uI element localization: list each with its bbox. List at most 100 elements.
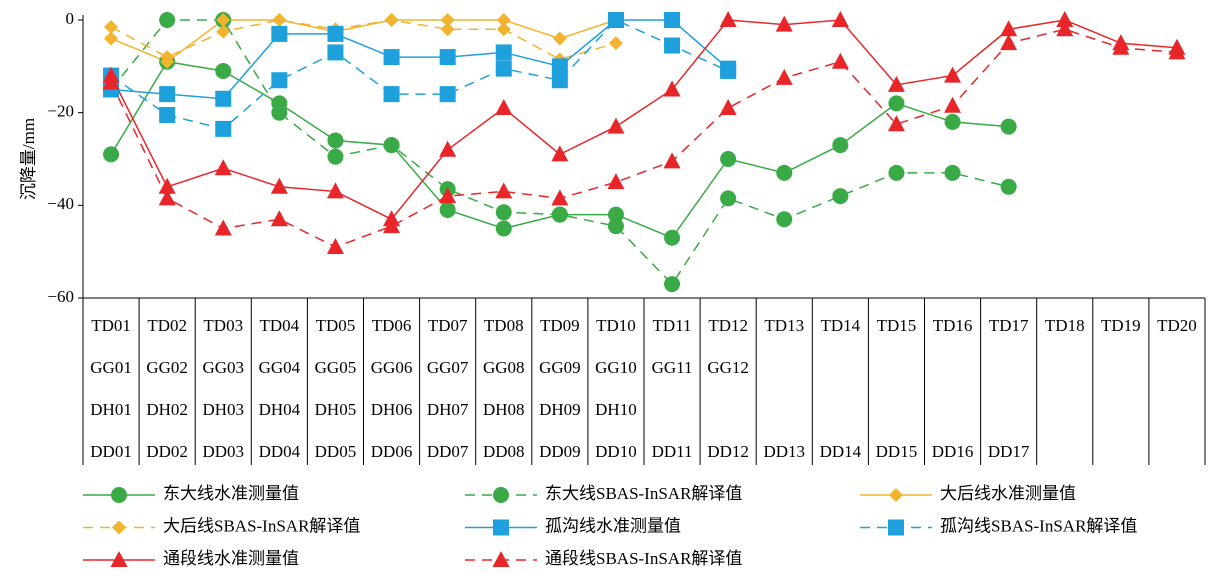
marker	[270, 177, 288, 194]
marker	[775, 15, 793, 32]
legend-label: 通段线水准测量值	[163, 549, 299, 568]
marker	[495, 220, 512, 237]
y-tick-label: −60	[47, 287, 74, 306]
marker	[664, 12, 681, 28]
x-tick-label: TD06	[372, 316, 412, 335]
marker	[719, 99, 737, 116]
marker	[1056, 11, 1074, 27]
marker	[888, 164, 905, 181]
marker	[271, 25, 288, 42]
marker	[551, 206, 568, 223]
marker	[383, 49, 400, 66]
marker	[159, 12, 176, 28]
x-tick-label: DD07	[427, 442, 469, 461]
marker	[1056, 20, 1074, 37]
x-tick-label: GG12	[707, 358, 749, 377]
marker	[889, 488, 903, 502]
x-tick-label: DD08	[483, 442, 525, 461]
x-tick-label: TD04	[260, 316, 300, 335]
marker	[383, 137, 400, 154]
x-tick-label: GG07	[427, 358, 469, 377]
marker	[888, 519, 904, 536]
marker	[551, 58, 568, 75]
marker	[887, 115, 905, 132]
x-tick-label: DD17	[988, 442, 1030, 461]
x-tick-label: DH02	[146, 400, 188, 419]
marker	[492, 551, 510, 567]
marker	[439, 140, 457, 157]
marker	[327, 44, 344, 61]
marker	[493, 487, 509, 503]
series-line	[110, 28, 1178, 248]
x-tick-label: DD16	[932, 442, 974, 461]
legend-label: 孤沟线SBAS-InSAR解译值	[940, 516, 1137, 535]
x-tick-label: DD10	[595, 442, 637, 461]
legend-label: 孤沟线水准测量值	[545, 516, 681, 535]
x-tick-label: GG03	[202, 358, 244, 377]
x-tick-label: DD04	[259, 442, 301, 461]
marker	[439, 201, 456, 218]
legend-label: 东大线SBAS-InSAR解译值	[545, 484, 742, 503]
marker	[607, 206, 624, 223]
x-tick-label: DH08	[483, 400, 525, 419]
marker	[102, 73, 120, 90]
marker	[664, 229, 681, 246]
series-line	[110, 19, 1178, 221]
marker	[944, 113, 961, 130]
marker	[326, 238, 344, 255]
x-tick-label: TD20	[1157, 316, 1197, 335]
marker	[216, 24, 231, 39]
x-tick-label: GG02	[146, 358, 188, 377]
marker	[496, 22, 511, 37]
x-tick-label: GG10	[595, 358, 637, 377]
marker	[664, 276, 681, 293]
marker	[1000, 178, 1017, 195]
x-tick-label: DH04	[259, 400, 301, 419]
x-tick-label: DD02	[146, 442, 188, 461]
x-tick-label: DD11	[652, 442, 693, 461]
x-tick-label: TD08	[484, 316, 524, 335]
marker	[216, 13, 231, 27]
marker	[111, 487, 127, 503]
marker	[158, 177, 176, 194]
marker	[439, 86, 456, 103]
x-tick-label: GG11	[652, 358, 693, 377]
marker	[493, 519, 509, 536]
series-line	[110, 19, 729, 130]
marker	[832, 137, 849, 154]
x-tick-label: DD05	[315, 442, 357, 461]
x-tick-label: TD18	[1045, 316, 1085, 335]
marker	[215, 120, 232, 137]
x-tick-label: TD03	[203, 316, 243, 335]
x-tick-label: TD01	[91, 316, 131, 335]
marker	[1000, 20, 1018, 37]
marker	[1000, 34, 1018, 51]
marker	[383, 86, 400, 103]
marker	[607, 117, 625, 134]
series-line	[110, 19, 617, 61]
x-tick-label: DH01	[90, 400, 132, 419]
series-line	[110, 19, 729, 100]
x-tick-label: TD13	[764, 316, 804, 335]
marker	[551, 145, 569, 162]
marker	[664, 37, 681, 54]
marker	[887, 75, 905, 92]
x-tick-label: DD06	[371, 442, 413, 461]
marker	[720, 62, 737, 79]
marker	[495, 204, 512, 221]
marker	[439, 49, 456, 66]
marker	[1000, 118, 1017, 135]
x-tick-label: TD12	[708, 316, 748, 335]
marker	[607, 218, 624, 235]
y-tick-label: −40	[47, 194, 74, 213]
marker	[384, 13, 399, 27]
marker	[159, 86, 176, 103]
x-tick-label: TD07	[428, 316, 468, 335]
x-tick-label: DD09	[539, 442, 581, 461]
marker	[215, 62, 232, 79]
marker	[326, 182, 344, 199]
x-tick-label: DH10	[595, 400, 637, 419]
marker	[608, 36, 623, 51]
marker	[720, 151, 737, 167]
